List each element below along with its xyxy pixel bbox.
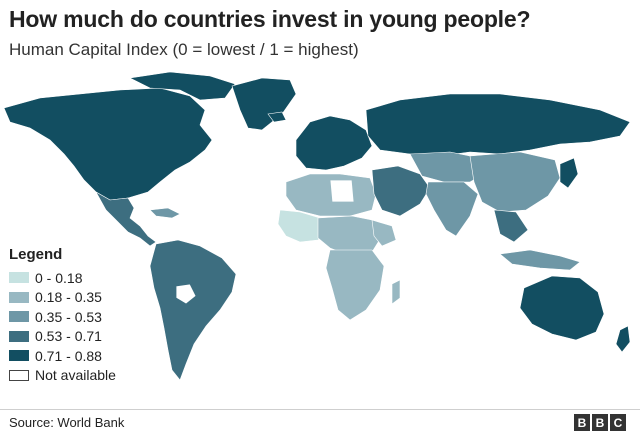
page-title: How much do countries invest in young pe… <box>9 6 531 32</box>
legend-label: 0 - 0.18 <box>35 269 83 286</box>
legend-item: 0.71 - 0.88 <box>9 346 116 366</box>
map-legend: Legend 0 - 0.18 0.18 - 0.35 0.35 - 0.53 … <box>9 246 116 385</box>
legend-item: 0.35 - 0.53 <box>9 307 116 327</box>
legend-swatch <box>9 369 29 381</box>
region-iceland <box>267 111 287 123</box>
bbc-logo: B B C <box>574 414 626 431</box>
region-southern-africa <box>325 249 385 321</box>
legend-label: Not available <box>35 367 116 384</box>
region-australia <box>519 275 605 341</box>
source-note: Source: World Bank <box>9 415 125 430</box>
world-map <box>3 71 631 381</box>
legend-swatch <box>9 330 29 342</box>
region-madagascar <box>391 279 401 305</box>
region-north-america <box>3 87 213 201</box>
region-southeast-asia <box>493 209 529 243</box>
legend-label: 0.35 - 0.53 <box>35 308 102 325</box>
legend-item: 0.18 - 0.35 <box>9 288 116 308</box>
legend-item: 0 - 0.18 <box>9 268 116 288</box>
region-new-zealand <box>615 325 631 353</box>
legend-item: 0.53 - 0.71 <box>9 327 116 347</box>
legend-label: 0.71 - 0.88 <box>35 347 102 364</box>
region-indonesia <box>499 249 581 271</box>
legend-title: Legend <box>9 246 63 263</box>
bbc-logo-letter: B <box>592 414 608 431</box>
region-south-america <box>149 239 237 381</box>
region-bolivia <box>175 283 197 305</box>
region-south-asia <box>425 181 479 237</box>
region-greenland <box>231 77 297 131</box>
region-russia <box>365 93 631 157</box>
region-horn-africa <box>371 219 397 247</box>
page-subtitle: Human Capital Index (0 = lowest / 1 = hi… <box>9 40 359 59</box>
region-korea-japan <box>559 157 579 189</box>
bbc-logo-letter: B <box>574 414 590 431</box>
region-central-america <box>95 191 157 247</box>
region-europe <box>295 115 373 171</box>
legend-item: Not available <box>9 366 116 386</box>
region-caribbean <box>149 207 181 219</box>
region-west-africa <box>277 209 331 243</box>
region-libya <box>329 179 355 203</box>
region-china <box>469 151 561 213</box>
legend-label: 0.53 - 0.71 <box>35 328 102 345</box>
legend-swatch <box>9 350 29 362</box>
footer-divider <box>0 409 640 410</box>
legend-swatch <box>9 311 29 323</box>
region-middle-east <box>371 165 431 217</box>
legend-swatch <box>9 291 29 303</box>
region-canada-islands <box>129 71 236 101</box>
bbc-logo-letter: C <box>610 414 626 431</box>
legend-label: 0.18 - 0.35 <box>35 289 102 306</box>
legend-swatch <box>9 272 29 284</box>
